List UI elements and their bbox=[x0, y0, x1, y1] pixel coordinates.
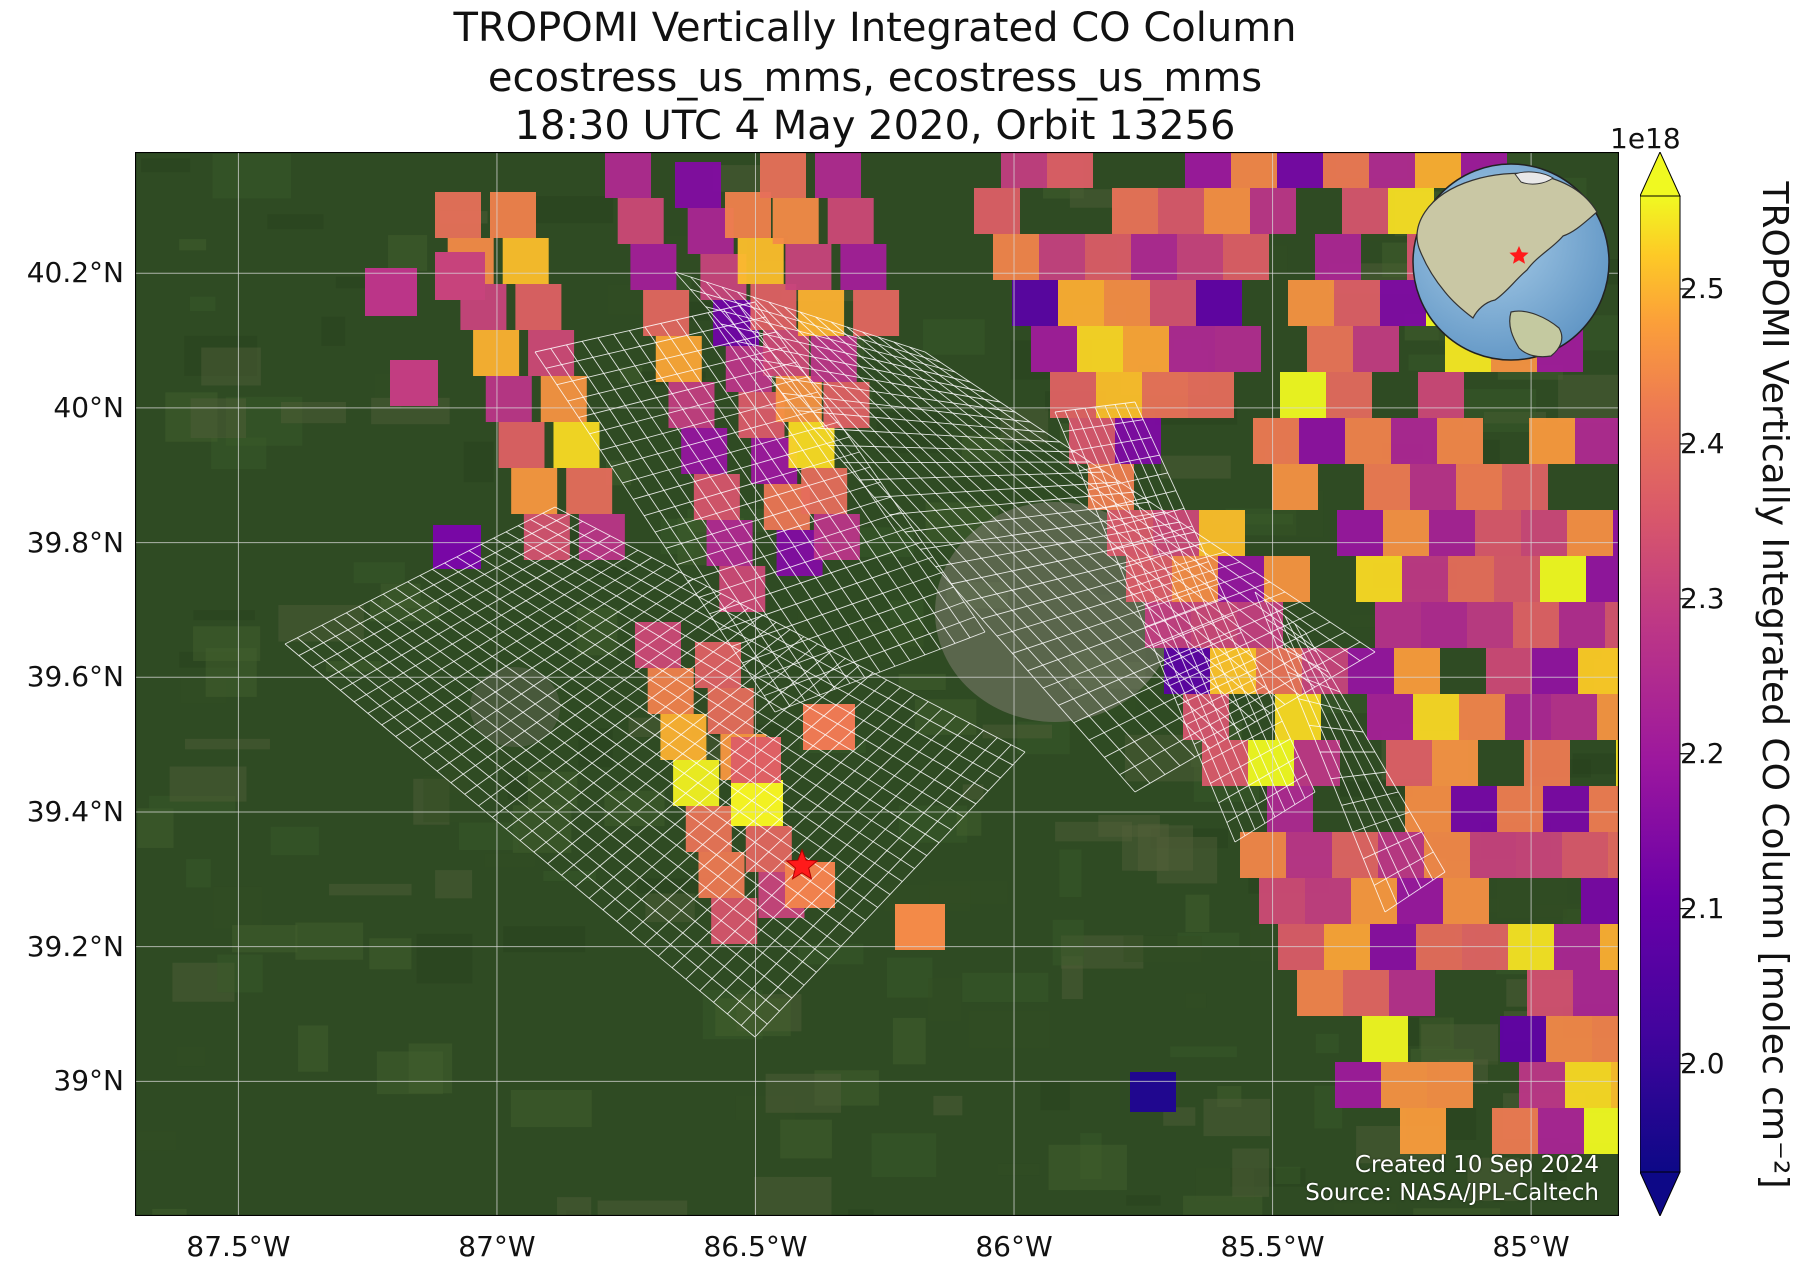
created-date: Created 10 Sep 2024 bbox=[1354, 1152, 1599, 1178]
chart-time-orbit: 18:30 UTC 4 May 2020, Orbit 13256 bbox=[514, 103, 1236, 149]
y-tick-label: 39.4°N bbox=[26, 794, 124, 828]
colorbar-extend-min bbox=[1640, 1171, 1681, 1216]
colorbar-exponent: 1e18 bbox=[1610, 122, 1681, 155]
colorbar-tick-label: 2.4 bbox=[1680, 426, 1725, 460]
inset-globe bbox=[1412, 163, 1610, 361]
chart-subtitle: ecostress_us_mms, ecostress_us_mms bbox=[487, 55, 1263, 101]
colorbar-gradient bbox=[1640, 195, 1681, 1173]
source-credit: Source: NASA/JPL-Caltech bbox=[1305, 1180, 1599, 1206]
y-tick-label: 39.6°N bbox=[26, 660, 124, 694]
chart-title: TROPOMI Vertically Integrated CO Column bbox=[453, 5, 1297, 51]
map-panel bbox=[135, 152, 1619, 1216]
graticule bbox=[135, 152, 1619, 1216]
y-tick-label: 39.2°N bbox=[26, 929, 124, 963]
y-tick-label: 39°N bbox=[53, 1064, 124, 1098]
colorbar-tick-label: 2.0 bbox=[1680, 1046, 1725, 1080]
inset-star-icon bbox=[1509, 246, 1529, 264]
colorbar-tick-label: 2.1 bbox=[1680, 891, 1725, 925]
colorbar-label: TROPOMI Vertically Integrated CO Column … bbox=[1754, 181, 1795, 1189]
colorbar-tick-label: 2.2 bbox=[1680, 736, 1725, 770]
colorbar-tick-label: 2.3 bbox=[1680, 581, 1725, 615]
site-star-icon bbox=[785, 848, 819, 880]
x-tick-label: 87.5°W bbox=[186, 1230, 291, 1263]
y-tick-label: 40°N bbox=[53, 390, 124, 424]
south-america-icon bbox=[1509, 310, 1563, 358]
x-tick-label: 87°W bbox=[458, 1230, 536, 1263]
x-tick-label: 85°W bbox=[1492, 1230, 1570, 1263]
colorbar-tick-label: 2.5 bbox=[1680, 271, 1725, 305]
y-tick-label: 40.2°N bbox=[26, 256, 124, 290]
x-tick-label: 85.5°W bbox=[1220, 1230, 1325, 1263]
x-tick-label: 86.5°W bbox=[703, 1230, 808, 1263]
y-tick-label: 39.8°N bbox=[26, 525, 124, 559]
colorbar-extend-max bbox=[1640, 152, 1681, 197]
colorbar bbox=[1640, 152, 1690, 1216]
x-tick-label: 86°W bbox=[975, 1230, 1053, 1263]
